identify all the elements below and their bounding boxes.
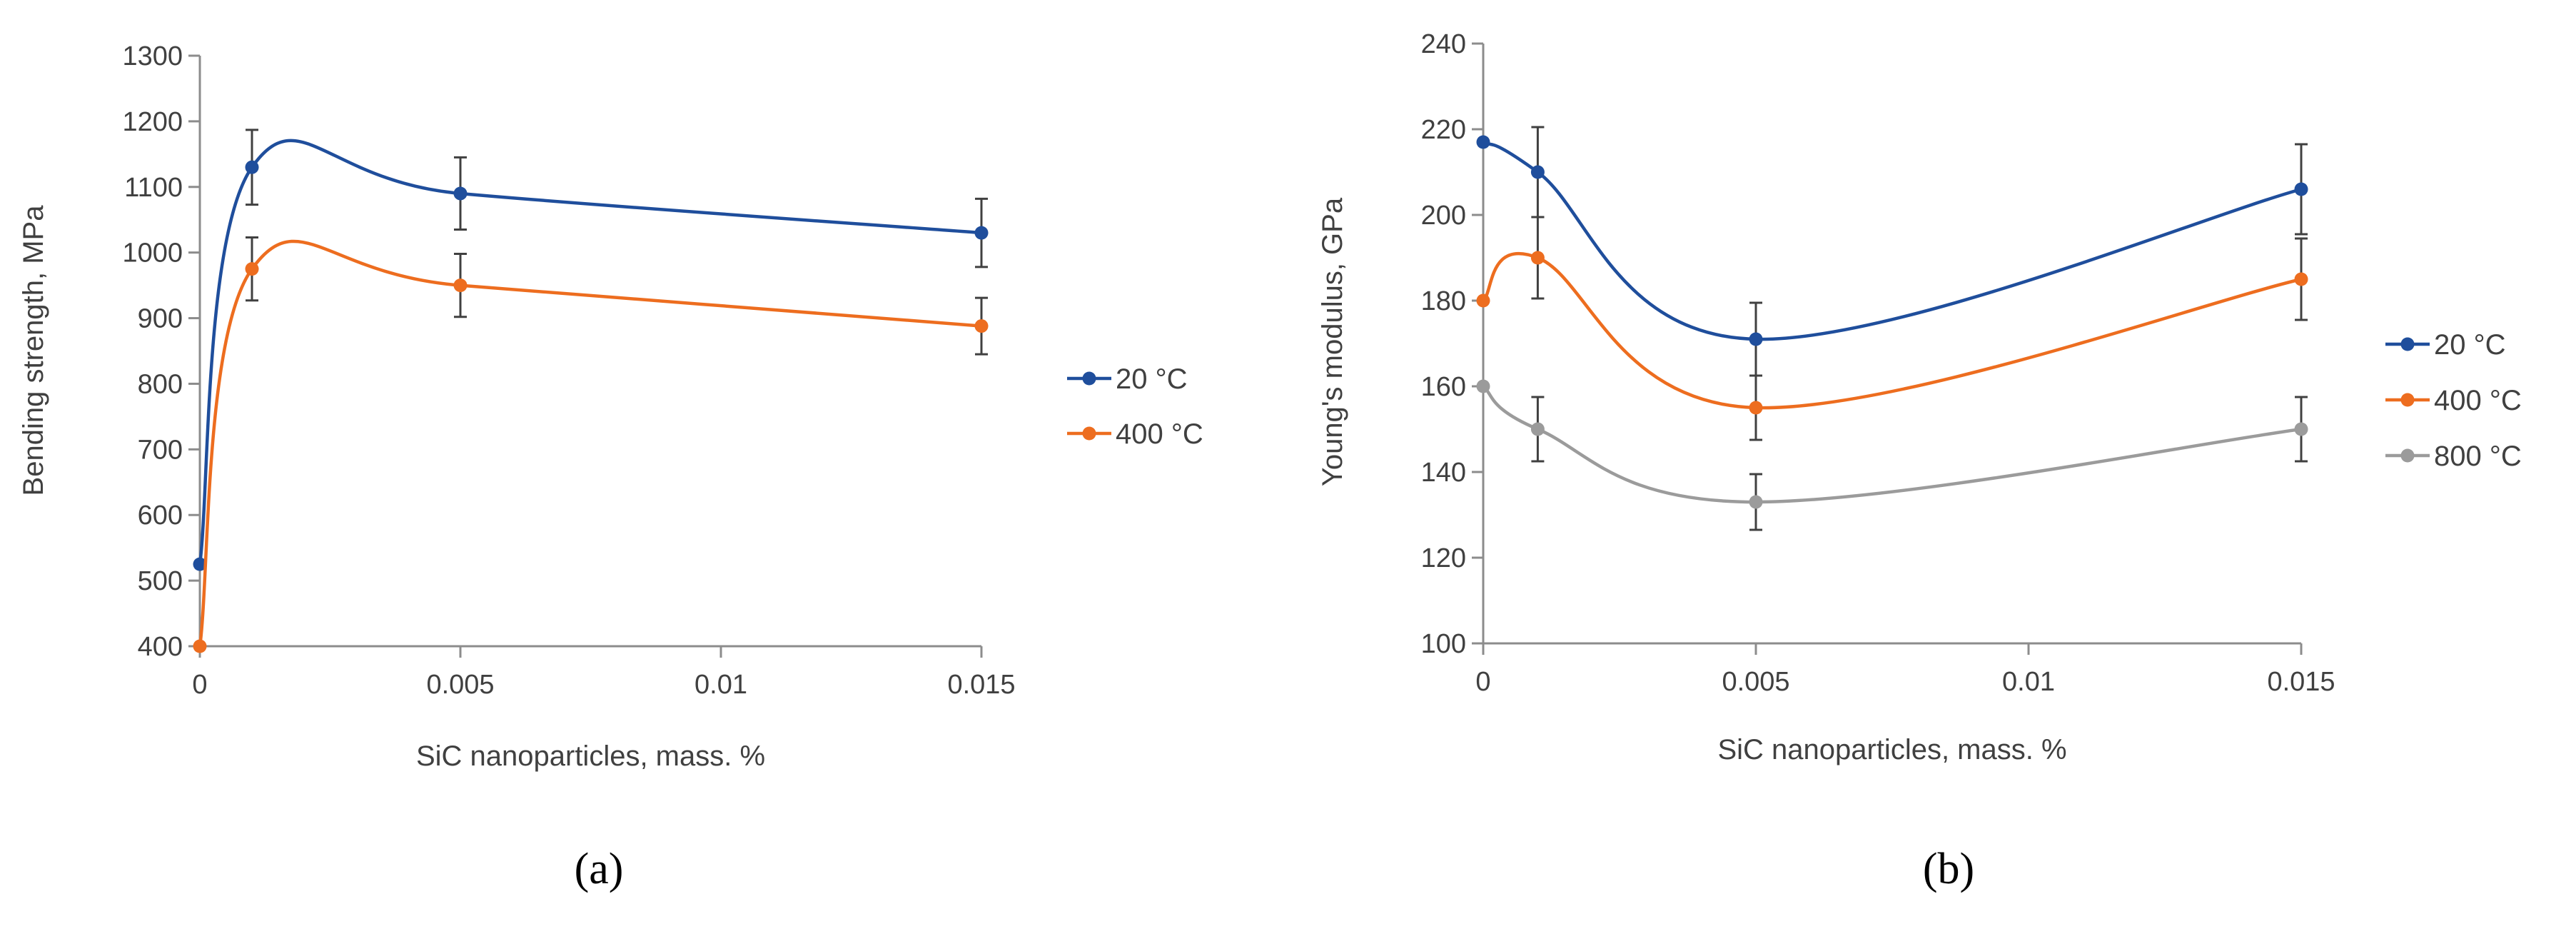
series-line — [198, 239, 982, 647]
x-tick-label: 0 — [1475, 667, 1490, 697]
chart-b-youngs-modulus: 100 120 140 160 180 200 220 240 0 0.005 0.01 0.015 S… — [1317, 29, 2522, 893]
y-tick-label: 120 — [1421, 543, 1466, 573]
series-800c — [1476, 379, 2308, 531]
series-line — [1482, 385, 2302, 504]
data-point — [193, 557, 207, 571]
y-tick-label: 400 — [138, 632, 183, 662]
data-point — [453, 186, 468, 201]
y-tick-label: 600 — [138, 501, 183, 531]
x-axis-title: SiC nanoparticles, mass. % — [416, 740, 765, 772]
data-point — [245, 262, 259, 276]
y-tick-label: 500 — [138, 566, 183, 596]
y-tick-label: 200 — [1421, 201, 1466, 231]
x-tick-label: 0.005 — [1722, 667, 1789, 697]
series-20c — [1476, 126, 2308, 377]
data-point — [193, 639, 207, 653]
data-point — [1749, 332, 1763, 346]
series-line — [1482, 251, 2302, 410]
y-tick-label: 1200 — [122, 107, 183, 137]
data-point — [974, 319, 989, 333]
legend-marker — [2400, 337, 2415, 351]
data-point — [2294, 272, 2308, 286]
legend-label: 20 °C — [2434, 329, 2506, 361]
data-point — [1749, 401, 1763, 415]
x-tick-label: 0.015 — [2267, 667, 2335, 697]
legend-label: 20 °C — [1116, 363, 1188, 395]
y-tick-label: 240 — [1421, 29, 1466, 59]
legend-label: 400 °C — [2434, 385, 2522, 416]
y-tick-label: 100 — [1421, 629, 1466, 659]
legend-marker — [2400, 448, 2415, 463]
series-20c — [193, 129, 989, 571]
series-400c — [193, 236, 989, 653]
data-point — [1530, 251, 1545, 265]
legend-label: 800 °C — [2434, 441, 2522, 472]
series-line — [198, 139, 982, 565]
x-tick-label: 0.015 — [947, 670, 1015, 700]
legend-marker — [1082, 426, 1096, 441]
y-tick-label: 1000 — [122, 238, 183, 268]
y-axis-title: Young's modulus, GPa — [1317, 197, 1348, 486]
data-point — [453, 278, 468, 293]
data-point — [1530, 165, 1545, 179]
y-tick-label: 1100 — [124, 173, 183, 203]
y-tick-label: 140 — [1421, 458, 1466, 488]
y-tick-label: 180 — [1421, 286, 1466, 316]
x-tick-label: 0 — [192, 670, 207, 700]
x-tick-label: 0.01 — [2002, 667, 2055, 697]
data-point — [1476, 379, 1490, 393]
data-point — [1749, 495, 1763, 509]
legend-marker — [2400, 393, 2415, 407]
y-tick-label: 160 — [1421, 372, 1466, 402]
x-tick-label: 0.005 — [426, 670, 494, 700]
panel-label: (a) — [575, 845, 624, 893]
data-point — [1476, 135, 1490, 149]
y-tick-label: 220 — [1421, 115, 1466, 145]
series-400c — [1476, 216, 2308, 441]
y-tick-label: 900 — [138, 304, 183, 334]
legend-label: 400 °C — [1116, 418, 1203, 450]
y-axis-title: Bending strength, MPa — [18, 205, 49, 496]
y-tick-label: 800 — [138, 369, 183, 399]
data-point — [245, 160, 259, 174]
data-point — [1476, 293, 1490, 308]
data-point — [2294, 422, 2308, 436]
data-point — [1530, 422, 1545, 436]
y-tick-label: 1300 — [122, 41, 183, 71]
x-axis-title: SiC nanoparticles, mass. % — [1717, 734, 2066, 765]
chart-a-bending-strength: 400 500 600 700 800 900 1000 1100 1200 1300 0 0.005… — [18, 41, 1203, 893]
data-point — [974, 226, 989, 240]
y-tick-label: 700 — [138, 435, 183, 465]
x-tick-label: 0.01 — [694, 670, 747, 700]
panel-label: (b) — [1923, 845, 1974, 893]
legend-marker — [1082, 371, 1096, 386]
series-line — [1482, 140, 2302, 341]
data-point — [2294, 182, 2308, 196]
